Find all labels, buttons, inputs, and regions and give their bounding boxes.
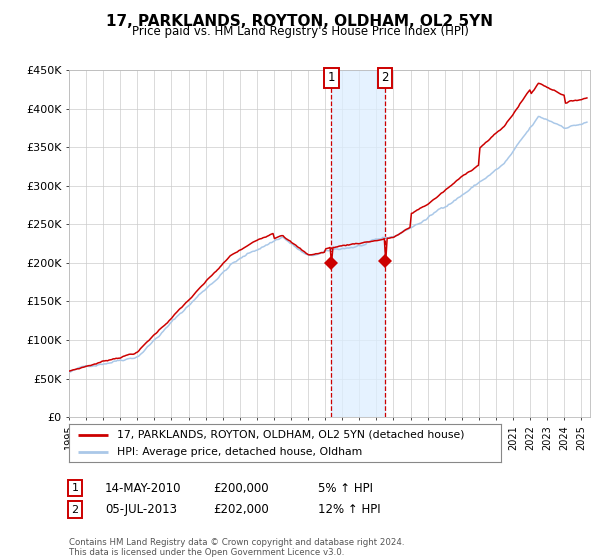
Text: 5% ↑ HPI: 5% ↑ HPI <box>318 482 373 495</box>
Text: 2: 2 <box>382 71 389 84</box>
Text: HPI: Average price, detached house, Oldham: HPI: Average price, detached house, Oldh… <box>116 447 362 458</box>
Text: 14-MAY-2010: 14-MAY-2010 <box>105 482 182 495</box>
Text: 2: 2 <box>71 505 79 515</box>
Text: £202,000: £202,000 <box>213 503 269 516</box>
Text: 05-JUL-2013: 05-JUL-2013 <box>105 503 177 516</box>
Text: £200,000: £200,000 <box>213 482 269 495</box>
Bar <box>331 70 385 417</box>
Text: 12% ↑ HPI: 12% ↑ HPI <box>318 503 380 516</box>
Text: Price paid vs. HM Land Registry's House Price Index (HPI): Price paid vs. HM Land Registry's House … <box>131 25 469 38</box>
Text: 17, PARKLANDS, ROYTON, OLDHAM, OL2 5YN (detached house): 17, PARKLANDS, ROYTON, OLDHAM, OL2 5YN (… <box>116 430 464 440</box>
Text: 17, PARKLANDS, ROYTON, OLDHAM, OL2 5YN: 17, PARKLANDS, ROYTON, OLDHAM, OL2 5YN <box>107 14 493 29</box>
Text: 1: 1 <box>71 483 79 493</box>
Text: Contains HM Land Registry data © Crown copyright and database right 2024.
This d: Contains HM Land Registry data © Crown c… <box>69 538 404 557</box>
Text: 1: 1 <box>328 71 335 84</box>
